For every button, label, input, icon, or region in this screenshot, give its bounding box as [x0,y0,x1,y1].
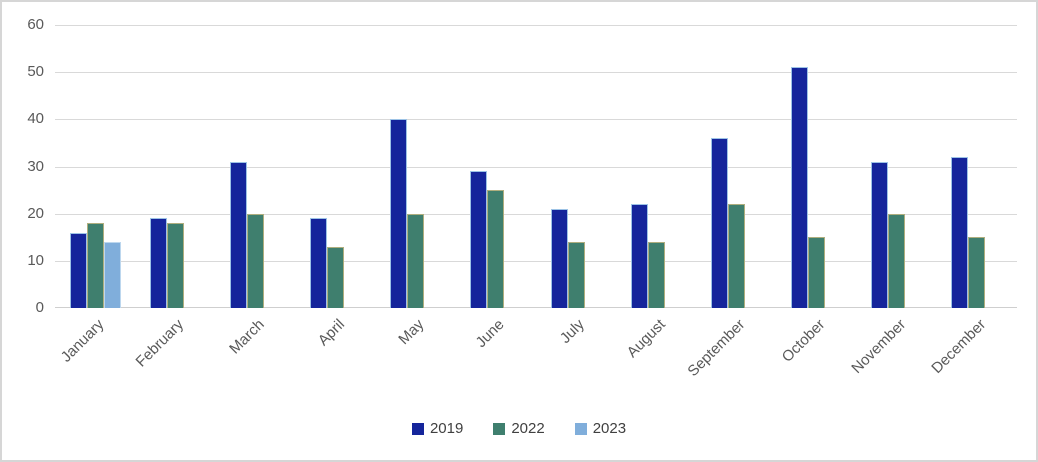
bar-2023-january [103,241,121,308]
y-tick-label-20: 20 [27,204,44,222]
bar-2022-november [888,213,906,308]
category-group-april [296,25,376,308]
bar-2022-december [968,237,986,308]
legend-label-2022: 2022 [511,420,545,437]
bar-2022-january [86,223,104,308]
category-group-january [55,25,135,308]
legend-item-2022: 2022 [493,420,545,437]
category-group-october [777,25,857,308]
bar-2022-july [567,241,585,308]
category-group-february [135,25,215,308]
bar-2019-august [630,204,648,308]
x-axis-line [55,307,1017,308]
bar-2019-september [710,138,728,308]
bar-2022-june [487,190,505,308]
gridline [55,213,1017,215]
bar-2019-april [310,218,328,308]
legend-label-2019: 2019 [429,420,464,437]
gridline [55,166,1017,168]
bar-2019-january [69,232,87,308]
bar-2022-april [327,246,345,308]
bar-2022-february [166,223,184,308]
category-group-november [857,25,937,308]
gridline [55,260,1017,262]
x-label-november: November [847,316,909,377]
plot-columns [55,25,1017,308]
x-label-may: May [395,316,428,349]
category-group-december [937,25,1017,308]
gridline [55,119,1017,121]
x-label-september: September [684,316,749,380]
y-tick-label-0: 0 [35,299,44,316]
legend-swatch-2023 [574,422,587,435]
bar-2019-march [229,161,247,308]
bar-2019-june [470,171,488,308]
x-axis: January February March April May June July Augu… [55,316,1017,411]
category-group-may [376,25,456,308]
category-group-september [696,25,776,308]
x-label-march: March [225,316,268,358]
x-label-april: April [314,316,348,350]
legend-item-2019: 2019 [411,420,464,437]
category-group-august [616,25,696,308]
category-group-july [536,25,616,308]
x-label-february: February [132,316,188,371]
bar-2019-may [390,119,408,308]
x-label-august: August [623,316,669,362]
bar-2022-august [647,241,665,308]
bar-2022-october [808,237,826,308]
bar-2019-february [149,218,167,308]
category-group-march [215,25,295,308]
legend-item-2023: 2023 [574,420,627,437]
gridline [55,25,1017,26]
bar-2019-december [951,157,969,308]
y-tick-label-60: 60 [27,16,44,33]
x-label-january: January [57,316,108,366]
legend-swatch-2019 [411,422,424,435]
x-label-july: July [557,316,589,347]
bar-2019-july [550,208,568,308]
bar-2019-october [791,67,809,308]
legend-swatch-2022 [493,422,506,435]
x-label-december: December [927,316,989,377]
bar-2022-september [727,204,745,308]
bar-2022-march [246,213,264,308]
legend: 2019 2022 2023 [2,420,1036,437]
plot-area [55,25,1017,308]
gridline [55,72,1017,74]
y-axis: 0 10 20 30 40 50 60 [10,16,44,316]
y-tick-label-30: 30 [27,157,44,175]
y-tick-label-50: 50 [27,63,44,81]
y-tick-label-10: 10 [27,251,44,269]
category-group-june [456,25,536,308]
y-tick-label-40: 40 [27,110,44,128]
bar-2019-november [871,161,889,308]
legend-label-2023: 2023 [592,420,627,437]
bar-2022-may [407,213,425,308]
x-label-june: June [472,316,508,352]
x-label-october: October [778,316,829,366]
